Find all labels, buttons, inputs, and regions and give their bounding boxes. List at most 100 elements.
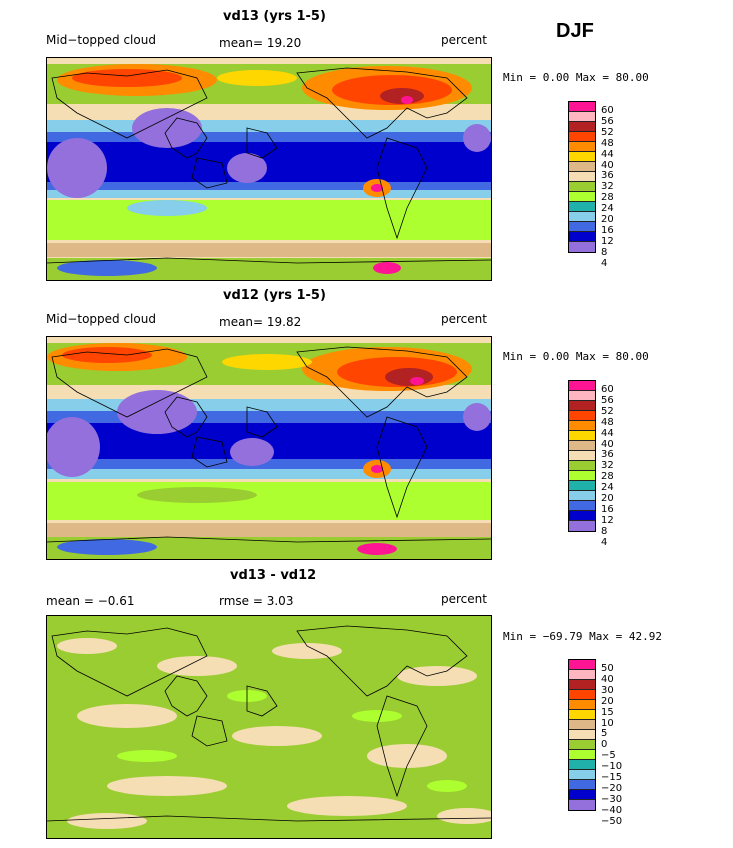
colorbar-level-label: 8 [601, 246, 608, 258]
colorbar-level-label: 24 [601, 482, 614, 494]
colorbar-swatch [569, 501, 595, 511]
panel-2-variable-label: Mid−topped cloud [46, 312, 156, 326]
panel-1-title: vd13 (yrs 1-5) [223, 9, 326, 24]
colorbar-level-label: 4 [601, 257, 608, 269]
colorbar-level-label: 32 [601, 460, 614, 472]
colorbar-level-label: −50 [601, 815, 623, 827]
panel-1-min-max: Min = 0.00 Max = 80.00 [503, 71, 649, 84]
panel-3-map [46, 615, 492, 839]
colorbar-swatch [569, 700, 595, 710]
colorbar-swatch [569, 720, 595, 730]
colorbar-swatch [569, 212, 595, 222]
panel-1-mean-label: mean= 19.20 [219, 36, 302, 50]
colorbar-swatch [569, 670, 595, 680]
colorbar-swatch [569, 511, 595, 521]
colorbar-swatch [569, 491, 595, 501]
colorbar-level-label: 48 [601, 416, 614, 428]
panel-3-mean-label: mean = −0.61 [46, 594, 135, 608]
colorbar-swatch [569, 232, 595, 242]
colorbar-level-label: 12 [601, 514, 614, 526]
colorbar-level-label: 40 [601, 673, 614, 685]
colorbar-level-label: 40 [601, 159, 614, 171]
panel-2-title: vd12 (yrs 1-5) [223, 288, 326, 303]
panel-3-title: vd13 - vd12 [230, 568, 317, 583]
colorbar-swatch [569, 162, 595, 172]
colorbar-level-label: 8 [601, 525, 608, 537]
panel-2-units-label: percent [441, 312, 487, 326]
colorbar-swatch [569, 132, 595, 142]
panel-2-colorbar [568, 380, 596, 532]
colorbar-level-label: 4 [601, 536, 608, 548]
colorbar-swatch [569, 451, 595, 461]
colorbar-level-label: 28 [601, 471, 614, 483]
colorbar-swatch [569, 152, 595, 162]
colorbar-swatch [569, 142, 595, 152]
colorbar-swatch [569, 521, 595, 531]
colorbar-level-label: −5 [601, 750, 616, 762]
colorbar-swatch [569, 122, 595, 132]
colorbar-swatch [569, 800, 595, 810]
colorbar-level-label: 20 [601, 695, 614, 707]
colorbar-swatch [569, 770, 595, 780]
colorbar-swatch [569, 690, 595, 700]
colorbar-level-label: 60 [601, 105, 614, 116]
colorbar-swatch [569, 710, 595, 720]
panel-3-colorbar [568, 659, 596, 811]
season-label: DJF [556, 20, 594, 42]
colorbar-swatch [569, 780, 595, 790]
colorbar-swatch [569, 222, 595, 232]
colorbar-level-label: 52 [601, 405, 614, 417]
panel-3-min-max: Min = −69.79 Max = 42.92 [503, 630, 662, 643]
colorbar-level-label: 56 [601, 394, 614, 406]
colorbar-level-label: −20 [601, 782, 623, 794]
colorbar-swatch [569, 461, 595, 471]
colorbar-swatch [569, 192, 595, 202]
colorbar-swatch [569, 411, 595, 421]
colorbar-level-label: 44 [601, 427, 614, 439]
colorbar-swatch [569, 441, 595, 451]
colorbar-level-label: 36 [601, 170, 614, 182]
colorbar-swatch [569, 242, 595, 252]
colorbar-level-label: 16 [601, 503, 614, 515]
colorbar-level-label: −40 [601, 804, 623, 816]
panel-3-units-label: percent [441, 592, 487, 606]
colorbar-level-label: 36 [601, 449, 614, 461]
colorbar-swatch [569, 750, 595, 760]
colorbar-swatch [569, 172, 595, 182]
colorbar-swatch [569, 182, 595, 192]
colorbar-level-label: 15 [601, 706, 614, 718]
panel-2-mean-label: mean= 19.82 [219, 315, 302, 329]
colorbar-swatch [569, 660, 595, 670]
colorbar-swatch [569, 421, 595, 431]
colorbar-swatch [569, 381, 595, 391]
colorbar-level-label: 20 [601, 214, 614, 225]
colorbar-swatch [569, 471, 595, 481]
colorbar-level-label: 60 [601, 384, 614, 395]
colorbar-level-label: −30 [601, 793, 623, 805]
panel-2-map [46, 336, 492, 560]
colorbar-swatch [569, 760, 595, 770]
colorbar-level-label: 12 [601, 235, 614, 247]
colorbar-level-label: 30 [601, 684, 614, 696]
colorbar-swatch [569, 680, 595, 690]
colorbar-level-label: 20 [601, 493, 614, 504]
panel-2-min-max: Min = 0.00 Max = 80.00 [503, 350, 649, 363]
colorbar-level-label: 28 [601, 192, 614, 204]
colorbar-level-label: 56 [601, 115, 614, 127]
colorbar-swatch [569, 790, 595, 800]
colorbar-level-label: 16 [601, 224, 614, 236]
panel-1-map [46, 57, 492, 281]
panel-3-rmse-label: rmse = 3.03 [219, 594, 294, 608]
colorbar-swatch [569, 202, 595, 212]
panel-1-variable-label: Mid−topped cloud [46, 33, 156, 47]
colorbar-level-label: 40 [601, 438, 614, 450]
colorbar-level-label: 44 [601, 148, 614, 160]
colorbar-level-label: 32 [601, 181, 614, 193]
colorbar-swatch [569, 112, 595, 122]
colorbar-level-label: 5 [601, 728, 608, 740]
colorbar-level-label: 48 [601, 137, 614, 149]
colorbar-level-label: 24 [601, 203, 614, 215]
colorbar-swatch [569, 391, 595, 401]
colorbar-swatch [569, 740, 595, 750]
colorbar-swatch [569, 431, 595, 441]
